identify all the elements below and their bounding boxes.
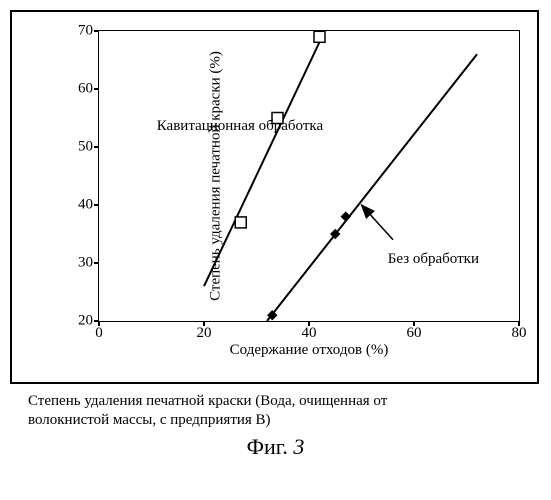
y-tick-label: 30	[78, 255, 99, 272]
x-tick-label: 0	[95, 321, 103, 342]
marker-no-treatment	[341, 212, 350, 221]
figure-label: Фиг. 3	[10, 434, 541, 460]
y-tick-label: 40	[78, 197, 99, 214]
marker-cavitation	[314, 31, 325, 42]
chart-frame: Степень удаления печатной краски (%) Сод…	[10, 10, 539, 384]
trend-line-no-treatment	[267, 54, 477, 321]
figure-caption: Степень удаления печатной краски (Вода, …	[28, 392, 541, 430]
figure-label-text: Фиг. 3	[247, 434, 305, 459]
x-tick-label: 80	[512, 321, 527, 342]
plot-area: Степень удаления печатной краски (%) Сод…	[98, 30, 520, 322]
y-tick-label: 50	[78, 139, 99, 156]
series-label-cavitation: Кавитационная обработка	[157, 118, 323, 135]
marker-cavitation	[235, 217, 246, 228]
y-tick-label: 60	[78, 81, 99, 98]
plot-svg	[99, 31, 519, 321]
series-label-no-treatment: Без обработки	[388, 251, 479, 268]
y-tick-label: 70	[78, 23, 99, 40]
x-tick-label: 20	[197, 321, 212, 342]
annotation-arrow-no-treatment	[362, 205, 394, 240]
trend-line-cavitation	[204, 31, 325, 286]
x-axis-title: Содержание отходов (%)	[230, 342, 389, 359]
x-tick-label: 60	[407, 321, 422, 342]
caption-line1: Степень удаления печатной краски (Вода, …	[28, 393, 387, 409]
figure-container: Степень удаления печатной краски (%) Сод…	[10, 10, 541, 460]
x-tick-label: 40	[302, 321, 317, 342]
caption-line2: волокнистой массы, с предприятия B)	[28, 412, 271, 428]
